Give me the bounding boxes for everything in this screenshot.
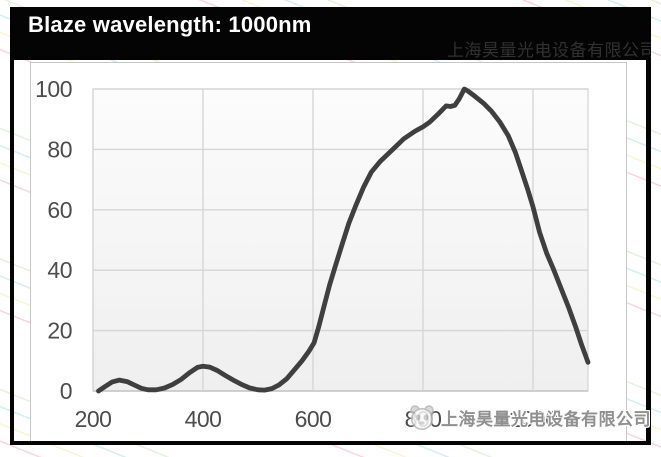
slide-frame-left-border xyxy=(10,60,14,441)
slide-frame-right-border xyxy=(646,60,651,441)
watermark-text-on-titlebar: 上海昊量光电设备有限公司 xyxy=(447,41,651,60)
chart-title: Blaze wavelength: 1000nm xyxy=(28,12,312,37)
company-watermark: 上海昊量光电设备有限公司 xyxy=(408,403,651,431)
y-tick-label: 60 xyxy=(47,197,72,223)
x-tick-label: 1000 xyxy=(508,406,557,432)
plot-area xyxy=(92,88,589,392)
title-bar: Blaze wavelength: 1000nm 上海昊量光电设备有限公司 xyxy=(10,7,651,60)
y-tick-label: 20 xyxy=(47,318,72,344)
efficiency-curve xyxy=(96,86,591,394)
watermark-company-name: 上海昊量光电设备有限公司 xyxy=(441,409,651,429)
x-tick-label: 400 xyxy=(185,406,222,432)
panda-logo-icon xyxy=(410,405,434,430)
slide-frame-bottom-border xyxy=(10,441,651,445)
x-tick-label: 200 xyxy=(75,406,112,432)
x-tick-label: 600 xyxy=(295,406,332,432)
y-tick-label: 100 xyxy=(35,76,72,102)
y-tick-label: 40 xyxy=(47,257,72,283)
y-tick-label: 80 xyxy=(47,136,72,162)
efficiency-line-chart: 0204060801002004006008001000 xyxy=(35,76,591,432)
y-tick-label: 0 xyxy=(60,378,72,404)
